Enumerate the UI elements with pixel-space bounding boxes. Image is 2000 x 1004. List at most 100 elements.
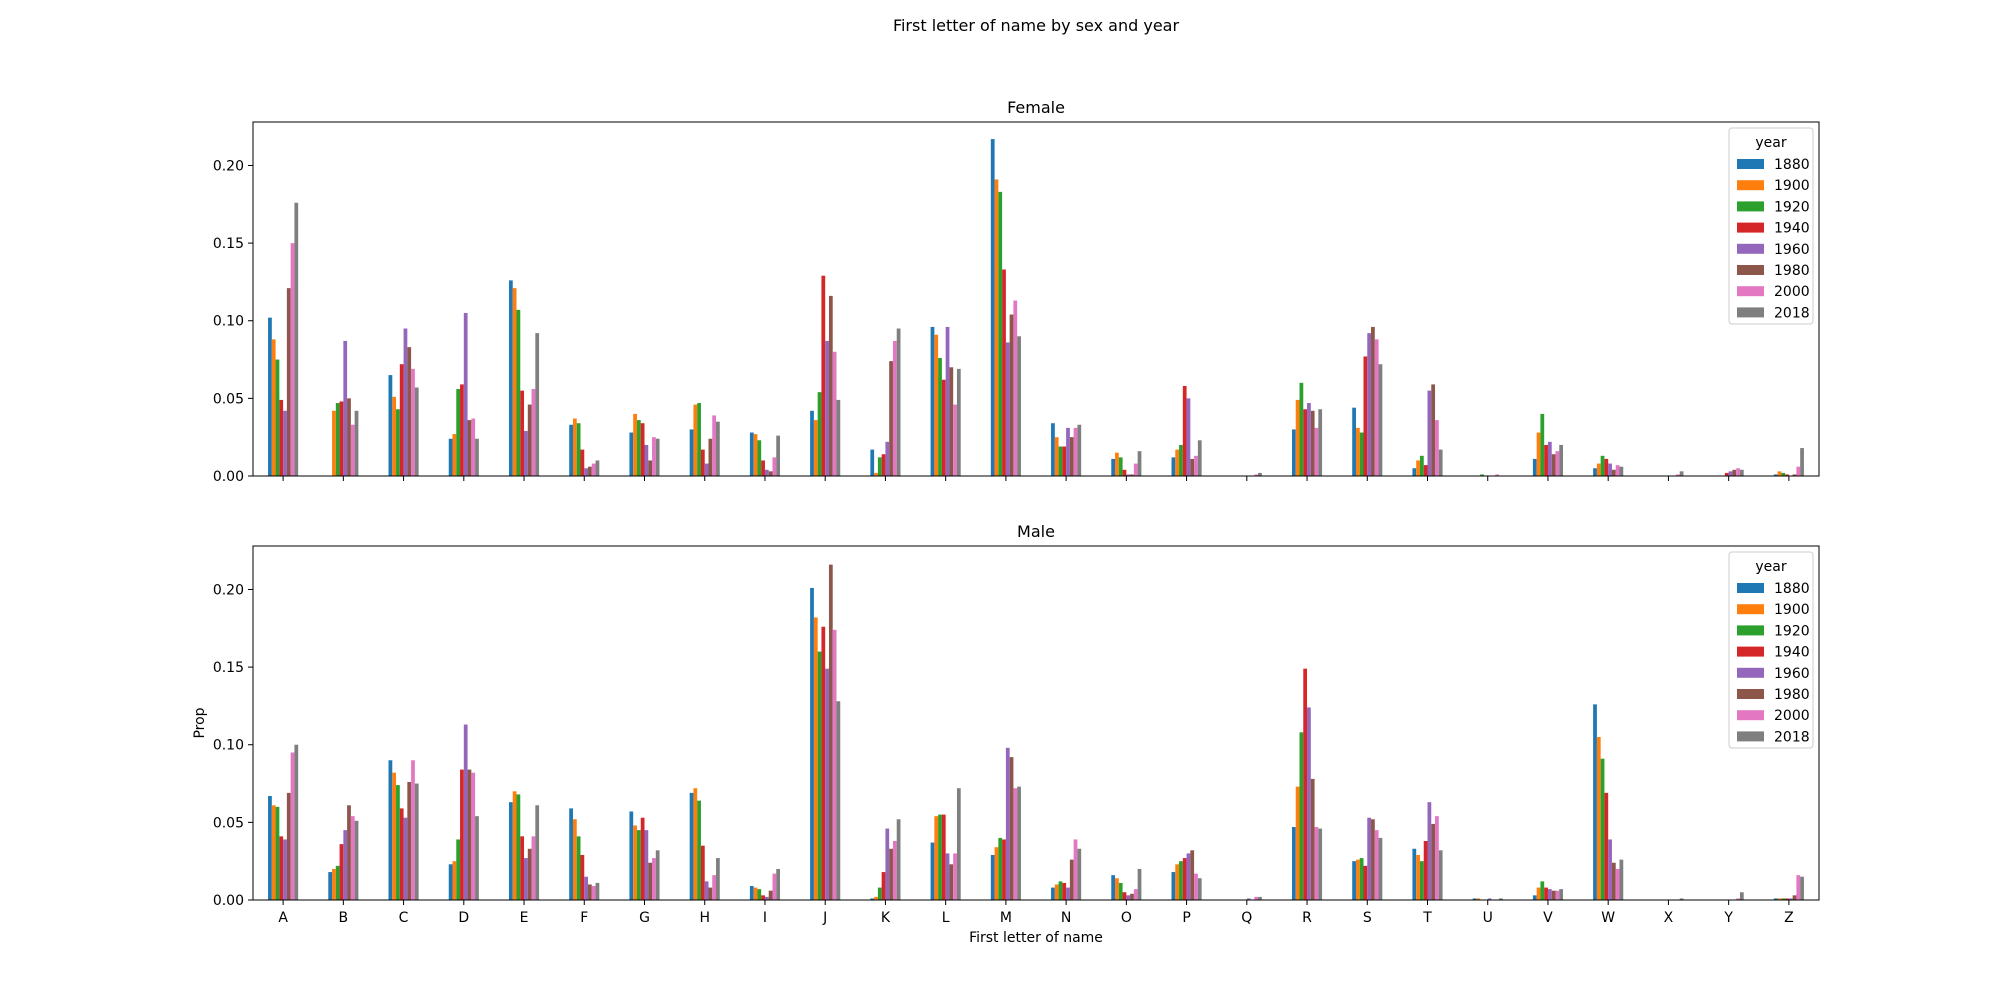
male-subplot: Male 0.00 0.05 0.10 0.15 0.20 A B C D E F G H I J K L M N O P… xyxy=(192,522,1820,946)
x-tick-label: Z xyxy=(1784,910,1794,926)
bar xyxy=(1739,892,1744,900)
bar xyxy=(697,800,701,900)
bar xyxy=(1066,427,1070,476)
bar xyxy=(817,651,822,900)
bar xyxy=(414,783,419,900)
legend-label: 1880 xyxy=(1774,581,1810,597)
bar xyxy=(655,850,660,900)
bar xyxy=(411,368,415,476)
bar xyxy=(1137,868,1142,900)
bar xyxy=(1600,455,1605,476)
bar xyxy=(1054,437,1059,476)
bar xyxy=(512,791,517,900)
legend-swatch xyxy=(1737,604,1764,615)
bar xyxy=(1171,457,1176,476)
bar xyxy=(279,399,284,476)
bar xyxy=(1781,898,1786,900)
bar xyxy=(1792,474,1797,476)
bar xyxy=(1736,468,1740,476)
bar xyxy=(704,463,709,476)
bar xyxy=(633,413,637,476)
x-tick-label: I xyxy=(763,910,767,926)
bar xyxy=(1423,465,1428,476)
bar xyxy=(569,424,573,476)
bar xyxy=(403,817,408,900)
bar xyxy=(998,837,1003,900)
bar xyxy=(652,437,656,476)
bar xyxy=(1540,413,1545,476)
bar xyxy=(1596,736,1601,900)
bar xyxy=(994,179,999,476)
bar xyxy=(343,830,348,900)
x-tick-label: W xyxy=(1601,910,1615,926)
bar xyxy=(1062,882,1067,900)
bar xyxy=(1675,474,1680,476)
x-tick-label: J xyxy=(822,910,827,926)
bar xyxy=(934,816,939,900)
bar xyxy=(753,434,758,476)
legend-swatch xyxy=(1737,731,1764,742)
legend-swatch xyxy=(1737,689,1764,699)
bar xyxy=(1499,898,1503,900)
legend-swatch xyxy=(1737,625,1764,636)
axes-frame xyxy=(252,545,1820,901)
bar xyxy=(516,309,521,476)
bar xyxy=(332,868,336,900)
bar xyxy=(588,466,592,476)
bar xyxy=(1118,882,1123,900)
legend-swatch xyxy=(1737,201,1764,212)
bar xyxy=(1431,384,1436,476)
x-tick-label: D xyxy=(458,910,469,926)
x-tick-label: B xyxy=(339,910,349,926)
bar xyxy=(531,836,536,900)
bar xyxy=(648,862,653,900)
bar xyxy=(388,760,393,900)
bar xyxy=(930,326,935,476)
bar xyxy=(1435,420,1439,476)
bar xyxy=(825,668,829,900)
bar xyxy=(716,421,720,476)
bar xyxy=(1555,890,1560,900)
bar xyxy=(1058,881,1063,900)
x-tick-label: R xyxy=(1302,910,1312,926)
y-tick-label: 0.00 xyxy=(213,893,244,909)
bar xyxy=(941,814,946,900)
bar xyxy=(531,389,536,476)
bar xyxy=(885,828,890,900)
bar xyxy=(508,802,513,900)
bar xyxy=(1547,441,1552,476)
bar xyxy=(636,830,641,900)
bar xyxy=(1593,704,1597,900)
bar xyxy=(595,882,600,900)
bar xyxy=(832,351,837,476)
bar xyxy=(693,404,698,476)
bar xyxy=(392,396,397,476)
x-tick-label: G xyxy=(639,910,650,926)
x-tick-label: T xyxy=(1422,910,1432,926)
bar xyxy=(512,288,517,476)
bar xyxy=(945,853,950,900)
bar xyxy=(572,819,577,900)
bar xyxy=(527,848,532,900)
bar xyxy=(283,410,287,476)
bar xyxy=(1258,472,1262,476)
bar xyxy=(810,410,814,476)
legend-label: 2000 xyxy=(1774,284,1810,300)
bar xyxy=(1126,895,1131,900)
bar xyxy=(290,243,295,476)
bar xyxy=(1073,839,1078,900)
bar xyxy=(1788,898,1793,900)
bar xyxy=(584,468,589,476)
bar xyxy=(271,339,276,476)
bar xyxy=(813,420,818,476)
bar xyxy=(1371,326,1375,476)
bar xyxy=(1559,889,1564,900)
bar xyxy=(825,340,829,476)
bar xyxy=(1017,336,1021,476)
bar xyxy=(945,326,950,476)
bar xyxy=(1596,463,1601,476)
bar xyxy=(652,858,656,900)
bar xyxy=(836,399,841,476)
bar xyxy=(1619,466,1624,476)
bar xyxy=(1416,460,1420,476)
